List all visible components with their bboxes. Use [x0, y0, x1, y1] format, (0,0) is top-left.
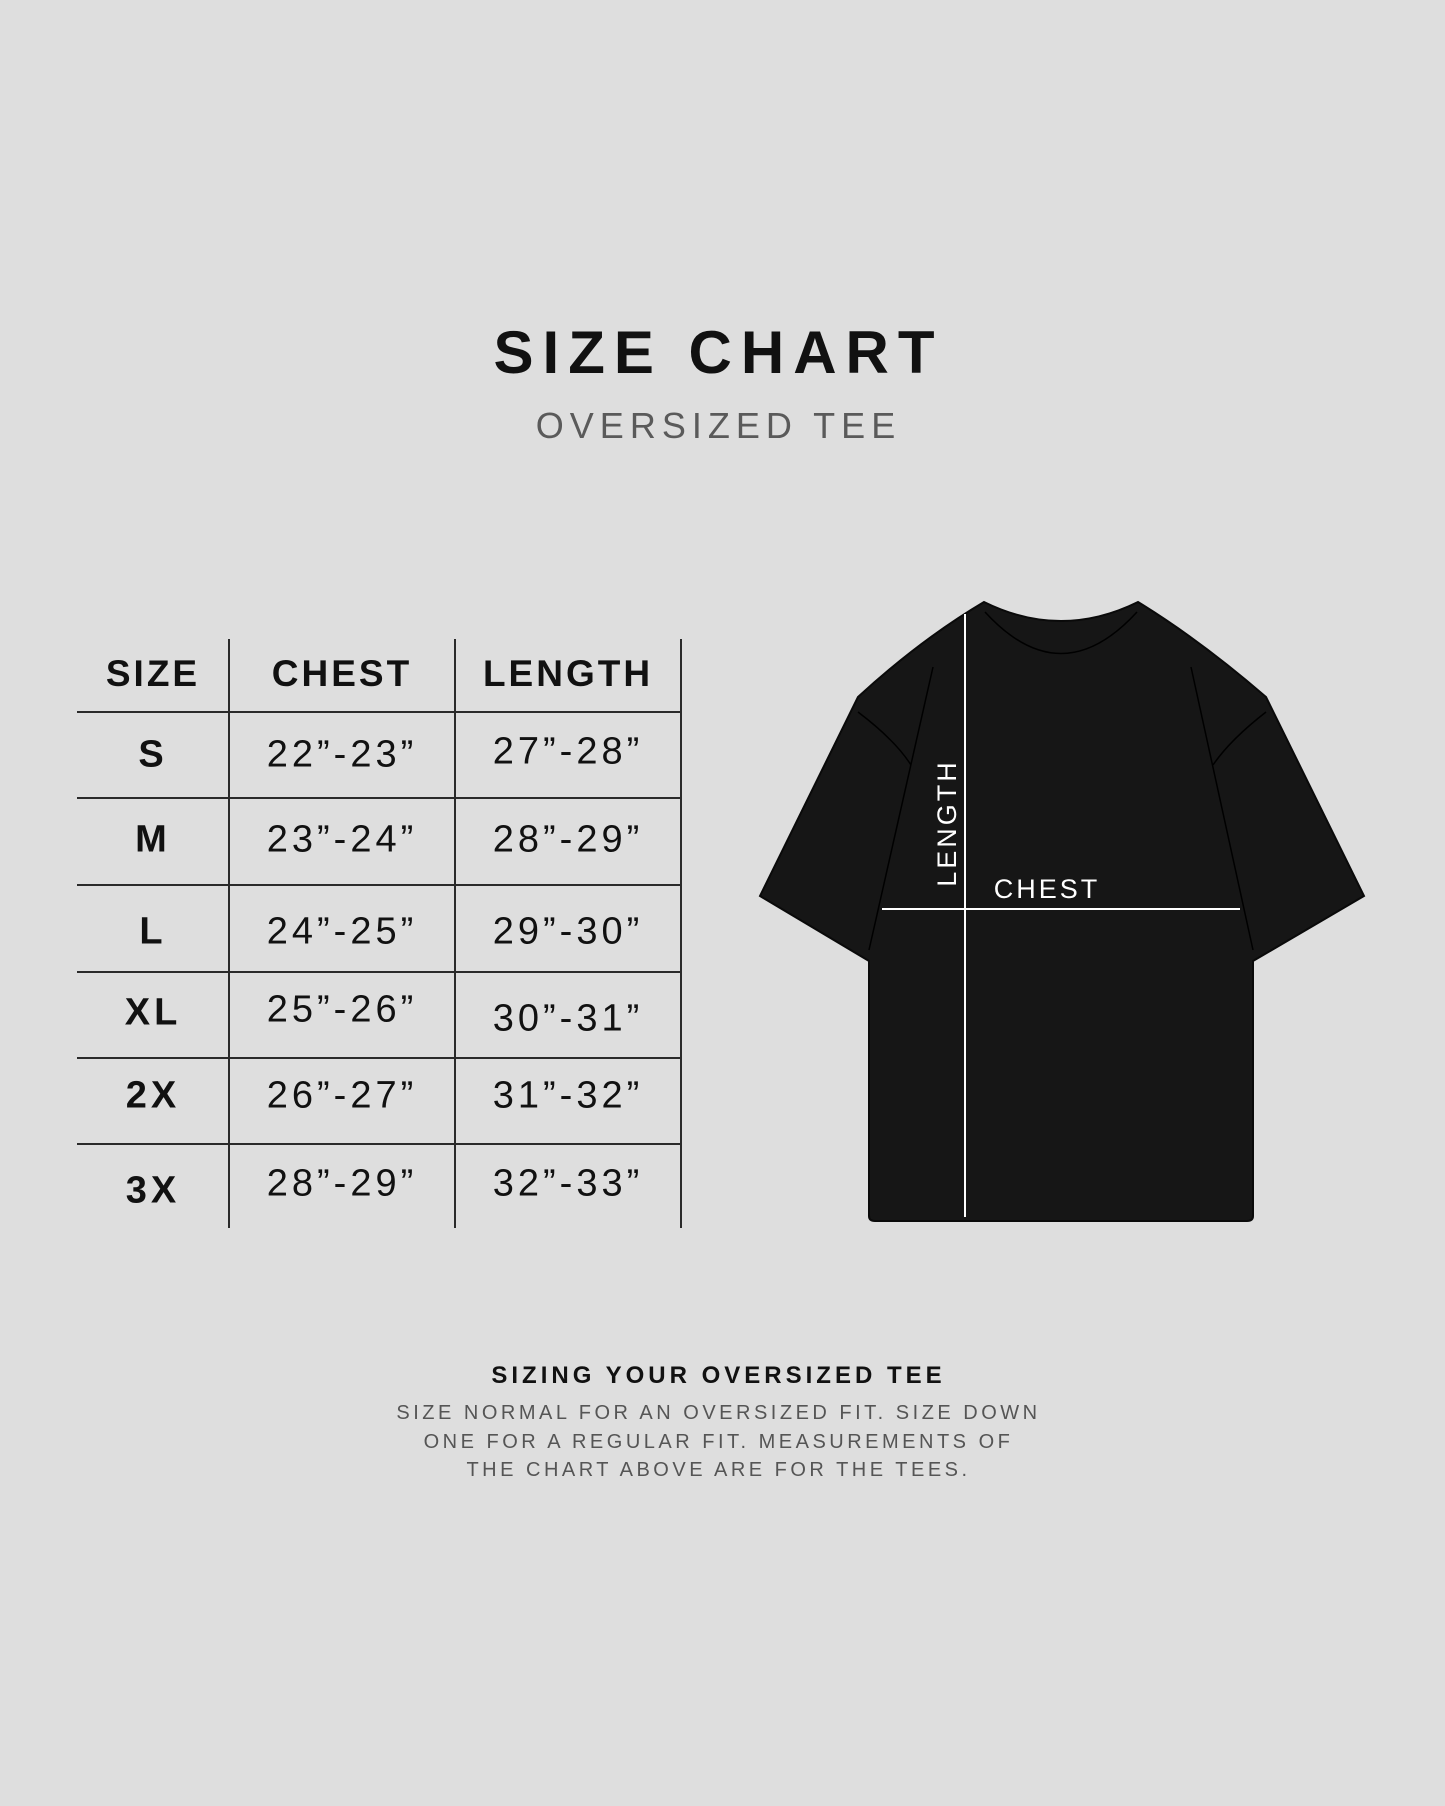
- row-length: 30”-31”: [492, 997, 644, 1040]
- row-size: S: [138, 733, 168, 776]
- header-chest: CHEST: [271, 653, 413, 694]
- row-chest: 22”-23”: [266, 733, 418, 776]
- row-chest: 25”-26”: [266, 988, 418, 1031]
- row-length: 28”-29”: [492, 818, 644, 861]
- footer-text-line: SIZE NORMAL FOR AN OVERSIZED FIT. SIZE D…: [396, 1402, 1041, 1424]
- collar-seam: [984, 611, 1138, 655]
- chest-label: CHEST: [994, 874, 1101, 904]
- page-subtitle: OVERSIZED TEE: [535, 405, 902, 446]
- row-chest: 24”-25”: [266, 910, 418, 953]
- row-chest: 26”-27”: [266, 1074, 418, 1117]
- row-divider: [77, 1057, 681, 1059]
- row-chest: 23”-24”: [266, 818, 418, 861]
- length-label: LENGTH: [932, 759, 962, 887]
- row-length: 29”-30”: [492, 910, 644, 953]
- column-divider: [228, 639, 230, 1228]
- footer-text-line: THE CHART ABOVE ARE FOR THE TEES.: [466, 1459, 971, 1481]
- row-divider: [77, 971, 681, 973]
- row-size: 2X: [125, 1074, 181, 1117]
- sleeve-seam: [857, 711, 1267, 766]
- row-length: 27”-28”: [492, 730, 644, 773]
- row-divider: [77, 1143, 681, 1145]
- footer-title: SIZING YOUR OVERSIZED TEE: [491, 1362, 946, 1389]
- row-size: XL: [124, 991, 182, 1034]
- header-length: LENGTH: [482, 653, 654, 694]
- row-length: 32”-33”: [492, 1162, 644, 1205]
- column-divider: [454, 639, 456, 1228]
- row-size: L: [139, 910, 167, 953]
- tshirt-shape: [758, 600, 1366, 1222]
- row-length: 31”-32”: [492, 1074, 644, 1117]
- column-divider: [680, 639, 682, 1228]
- row-divider: [77, 884, 681, 886]
- page-title: SIZE CHART: [493, 319, 944, 386]
- footer-text-line: ONE FOR A REGULAR FIT. MEASUREMENTS OF: [423, 1431, 1014, 1453]
- size-table: SIZE CHEST LENGTH S 22”-23” 27”-28” M 23…: [77, 639, 682, 1228]
- row-chest: 28”-29”: [266, 1162, 418, 1205]
- header-size: SIZE: [105, 653, 201, 694]
- shoulder-seam: [868, 666, 1254, 951]
- row-divider: [77, 711, 681, 713]
- row-divider: [77, 797, 681, 799]
- row-size: 3X: [125, 1169, 181, 1212]
- row-size: M: [135, 818, 171, 861]
